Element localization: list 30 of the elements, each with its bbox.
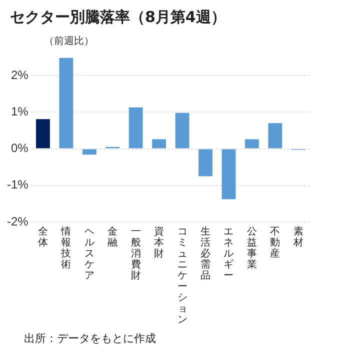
category-label: コミュニケーション xyxy=(177,226,188,326)
x-tick-label: 情報技術 xyxy=(60,225,72,270)
x-tick-label: 一般消費財 xyxy=(130,226,141,282)
bar xyxy=(222,149,236,200)
x-tick-label: 全体 xyxy=(38,225,48,248)
x-tick-label: 資本財 xyxy=(154,225,164,260)
x-tick-label: ヘルスケア xyxy=(84,226,94,282)
y-tick-label: -1% xyxy=(6,178,29,192)
bar xyxy=(36,119,50,148)
text: 出所：データをもとに作成 xyxy=(24,331,157,346)
bar xyxy=(175,112,190,148)
chart-title: セクター別騰落率（8月第4週） xyxy=(10,8,227,28)
bar xyxy=(59,58,74,148)
y-tick-label: -2% xyxy=(6,214,29,228)
y-tick-label: 1% xyxy=(10,104,29,118)
x-tick-label: 金融 xyxy=(108,225,118,248)
bar xyxy=(82,149,96,155)
bar xyxy=(268,123,282,148)
x-tick-label: 素材 xyxy=(292,225,304,248)
x-tick-label: エネルギー xyxy=(224,226,234,282)
x-tick-label: 公益事業 xyxy=(246,225,257,270)
x-tick-label: 不動産 xyxy=(270,226,280,260)
bar xyxy=(152,139,166,148)
bar xyxy=(198,149,212,176)
y-tick-label: 0% xyxy=(10,141,29,156)
bar xyxy=(244,139,259,148)
y-tick-label: 2% xyxy=(10,68,29,82)
y-axis-title: （前週比） xyxy=(44,34,95,47)
x-tick-label: 生活必需品 xyxy=(200,225,210,282)
bar xyxy=(128,107,143,148)
